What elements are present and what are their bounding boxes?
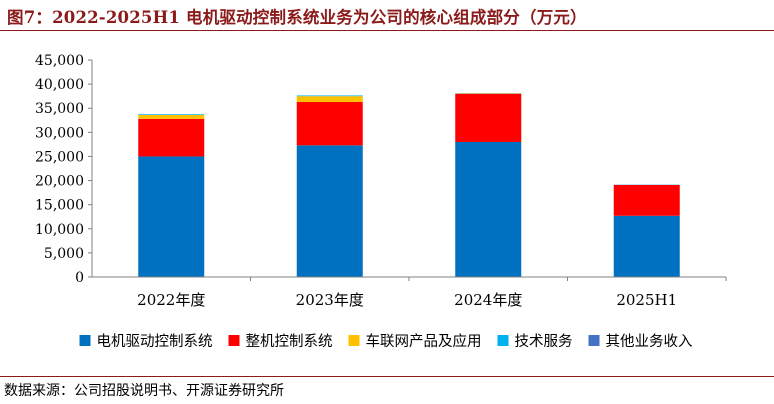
legend-swatch xyxy=(79,335,91,346)
source-note: 数据来源：公司招股说明书、开源证券研究所 xyxy=(4,383,284,399)
bar-segment xyxy=(455,141,522,277)
y-tick-label: 45,000 xyxy=(35,53,84,69)
bar-segment xyxy=(138,114,205,115)
x-axis: 2022年度 2023年度 2024年度 2025H1 xyxy=(92,276,727,309)
bar-segment xyxy=(296,95,363,97)
chart-title: 图7：2022-2025H1 电机驱动控制系统业务为公司的核心组成部分（万元） xyxy=(7,8,587,27)
legend-swatch xyxy=(588,335,600,346)
y-tick-label: 40,000 xyxy=(35,77,84,93)
x-tick-label: 2022年度 xyxy=(137,291,205,309)
x-tick-label: 2025H1 xyxy=(616,291,677,309)
y-tick-label: 20,000 xyxy=(35,174,84,190)
legend-swatch xyxy=(228,335,240,346)
legend: 电机驱动控制系统 整机控制系统 车联网产品及应用 技术服务 其他业务收入 xyxy=(79,332,693,350)
y-tick-label: 25,000 xyxy=(35,149,84,165)
y-tick-label: 5,000 xyxy=(44,246,84,262)
bar-segment xyxy=(296,145,363,277)
bar-segment xyxy=(613,184,680,216)
legend-label: 电机驱动控制系统 xyxy=(97,333,213,350)
bar-segment xyxy=(455,93,522,142)
y-tick-label: 15,000 xyxy=(35,198,84,214)
y-tick-label: 30,000 xyxy=(35,125,84,141)
x-tick-label: 2024年度 xyxy=(454,291,522,309)
legend-label: 其他业务收入 xyxy=(606,333,693,350)
bar-segment xyxy=(613,215,680,277)
stacked-bar-chart: 0 5,000 10,000 15,000 20,000 25,000 30,000 35,0… xyxy=(35,53,727,350)
bar-segment xyxy=(138,118,205,157)
bar-segment xyxy=(296,96,363,102)
title-rule xyxy=(0,30,774,31)
legend-label: 整机控制系统 xyxy=(246,333,333,350)
y-tick-label: 35,000 xyxy=(35,101,84,117)
y-axis: 0 5,000 10,000 15,000 20,000 25,000 30,000 35,0… xyxy=(35,53,93,286)
bar-group xyxy=(138,93,680,277)
bar-segment xyxy=(138,156,205,277)
y-tick-label: 10,000 xyxy=(35,222,84,238)
bar-segment xyxy=(138,114,205,119)
x-tick-label: 2023年度 xyxy=(296,291,364,309)
bar-segment xyxy=(296,101,363,146)
source-rule xyxy=(0,376,774,377)
legend-swatch xyxy=(497,335,509,346)
legend-swatch xyxy=(348,335,360,346)
y-tick-label: 0 xyxy=(75,270,84,286)
legend-label: 技术服务 xyxy=(515,333,573,350)
legend-label: 车联网产品及应用 xyxy=(366,332,482,350)
